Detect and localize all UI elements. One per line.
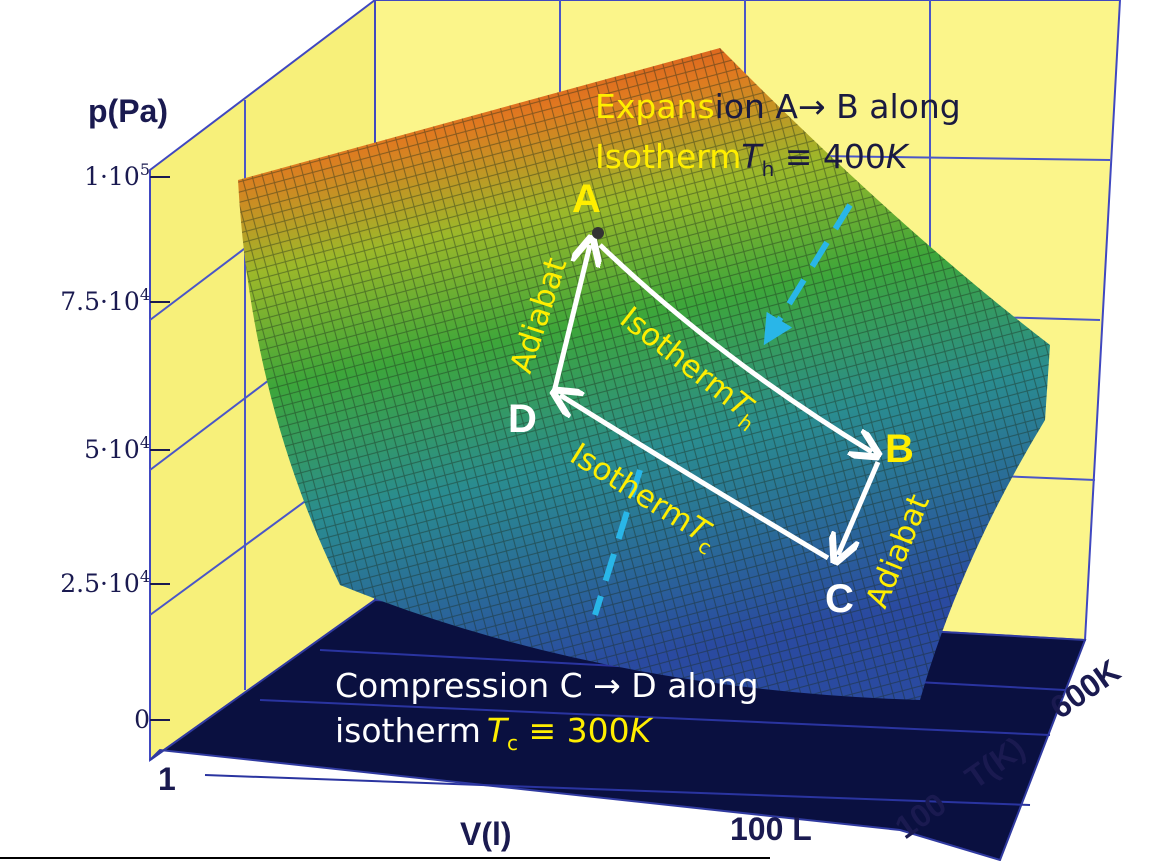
axis-label: p(Pa) <box>88 93 168 129</box>
tick-label: 100 L <box>730 811 812 847</box>
point-label: B <box>885 427 914 471</box>
tick-label: 7.5·104 <box>60 285 150 316</box>
point-label: A <box>572 177 601 221</box>
point-label: C <box>825 577 854 621</box>
point-label: D <box>508 397 537 441</box>
tick-label: 1·105 <box>84 160 150 191</box>
axis-label: V(l) <box>460 816 512 852</box>
tick-label: 2.5·104 <box>60 567 150 598</box>
diagram: p(Pa) 1·105 7.5·104 5·104 2.5·104 0 1 V(l) 1… <box>0 0 1154 861</box>
annotation: Compression C → D along <box>335 666 759 705</box>
tick-label: 1 <box>158 761 176 797</box>
annotation: Expansion A→ B along <box>595 87 961 126</box>
point-marker <box>592 227 604 239</box>
annotation: IsothermTh ≡ 400K <box>595 137 910 181</box>
tick-label: 5·104 <box>84 433 150 464</box>
tick-label: 0 <box>134 705 150 734</box>
